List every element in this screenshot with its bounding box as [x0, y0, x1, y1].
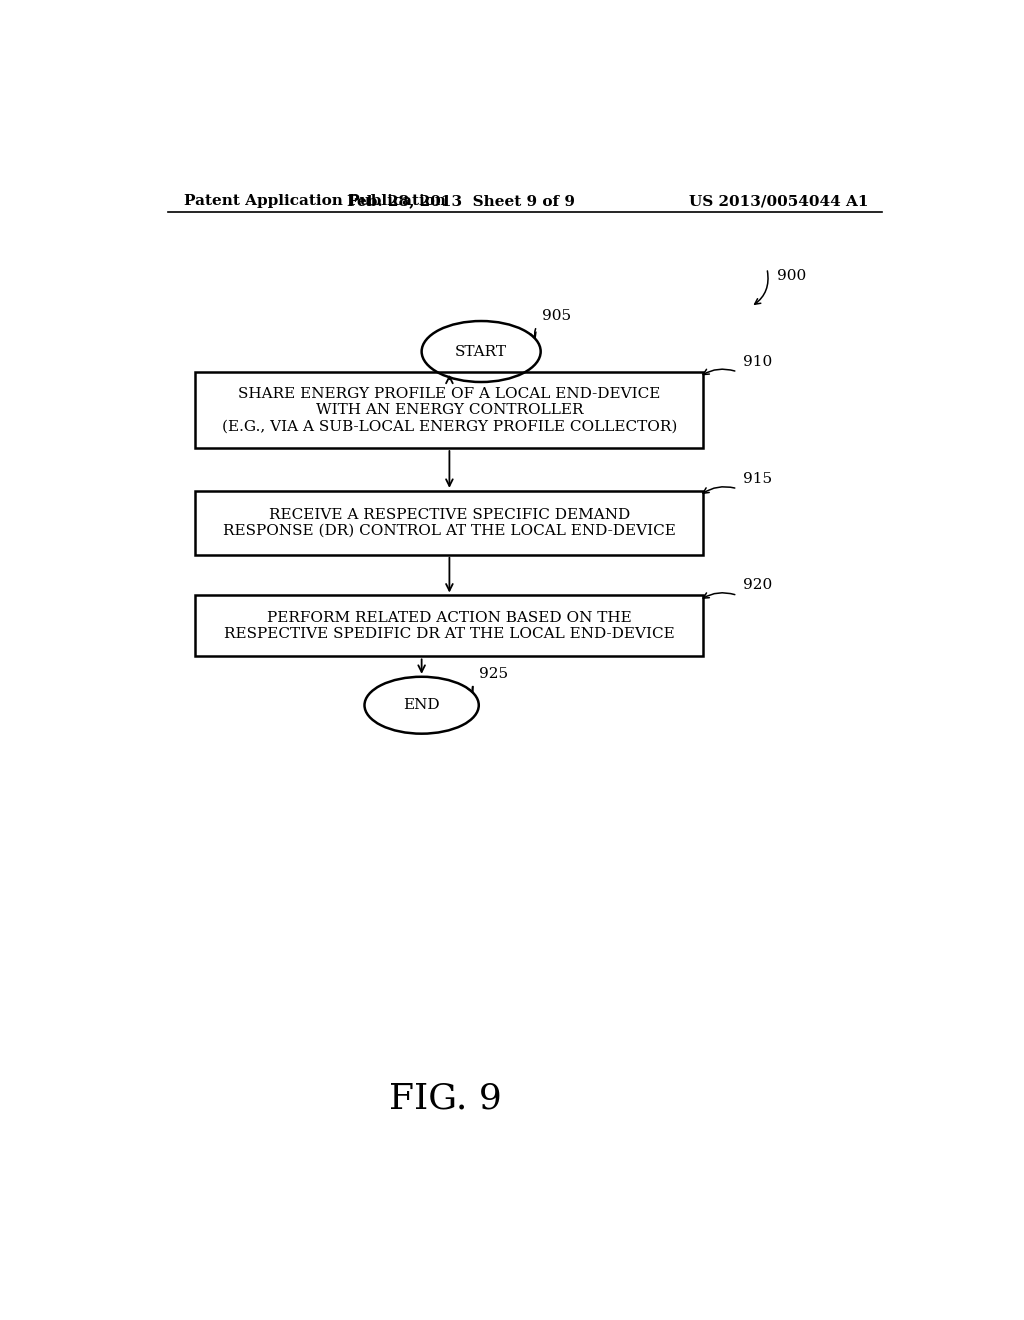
Text: 920: 920 [743, 578, 772, 593]
Text: RECEIVE A RESPECTIVE SPECIFIC DEMAND
RESPONSE (DR) CONTROL AT THE LOCAL END-DEVI: RECEIVE A RESPECTIVE SPECIFIC DEMAND RES… [223, 508, 676, 537]
Text: 900: 900 [777, 269, 807, 284]
Text: START: START [455, 345, 507, 359]
Text: 915: 915 [743, 471, 772, 486]
Text: PERFORM RELATED ACTION BASED ON THE
RESPECTIVE SPEDIFIC DR AT THE LOCAL END-DEVI: PERFORM RELATED ACTION BASED ON THE RESP… [224, 611, 675, 642]
Text: SHARE ENERGY PROFILE OF A LOCAL END-DEVICE
WITH AN ENERGY CONTROLLER
(E.G., VIA : SHARE ENERGY PROFILE OF A LOCAL END-DEVI… [222, 387, 677, 433]
Text: Feb. 28, 2013  Sheet 9 of 9: Feb. 28, 2013 Sheet 9 of 9 [347, 194, 575, 209]
Text: 910: 910 [743, 355, 772, 368]
Text: Patent Application Publication: Patent Application Publication [183, 194, 445, 209]
Text: US 2013/0054044 A1: US 2013/0054044 A1 [689, 194, 868, 209]
Text: 905: 905 [543, 309, 571, 323]
Text: FIG. 9: FIG. 9 [389, 1081, 502, 1115]
Text: 925: 925 [479, 667, 508, 681]
Text: END: END [403, 698, 440, 713]
